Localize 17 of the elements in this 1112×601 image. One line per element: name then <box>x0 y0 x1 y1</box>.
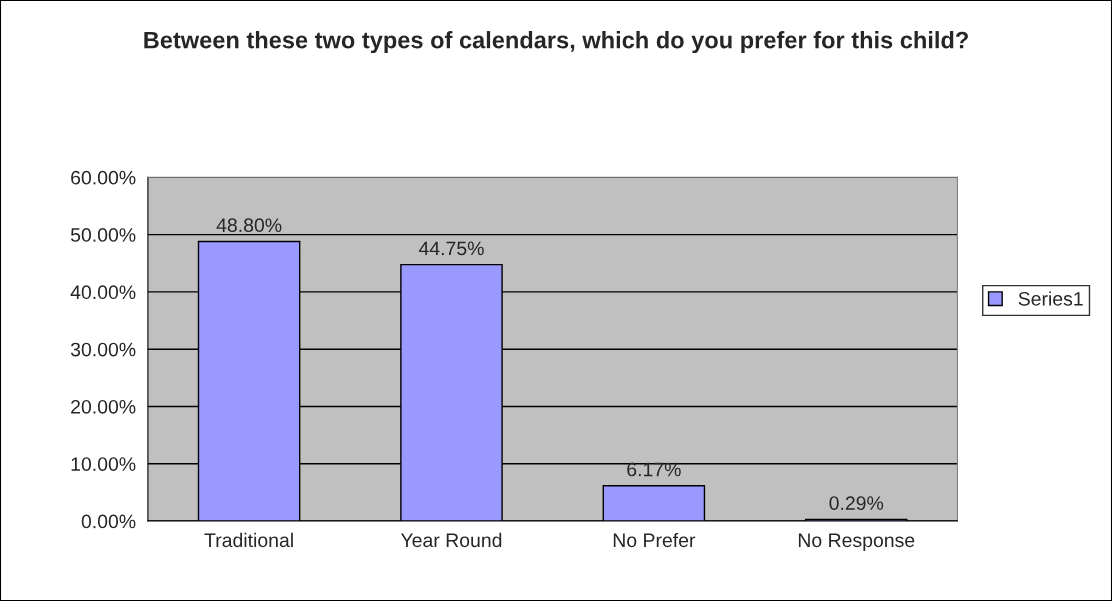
data-label: 6.17% <box>627 462 681 477</box>
data-label: 44.75% <box>418 241 484 256</box>
data-label: 0.29% <box>829 496 884 511</box>
x-tick-label: Year Round <box>400 532 502 548</box>
x-tick-label: No Response <box>798 533 915 551</box>
legend-label: Series1 <box>1018 291 1083 306</box>
x-tick-label: Traditional <box>204 532 293 548</box>
y-tick-label: 60.00% <box>71 170 136 185</box>
y-tick-label: 10.00% <box>71 457 136 472</box>
x-tick-label: No Prefer <box>613 532 696 548</box>
y-tick-label: 30.00% <box>70 342 136 357</box>
y-tick-label: 40.00% <box>70 285 136 300</box>
chart-title: Between these two types of calendars, which do you prefer for this child? <box>144 31 968 54</box>
y-tick-label: 50.00% <box>70 228 136 242</box>
data-label: 48.80% <box>216 218 282 233</box>
y-tick-label: 0.00% <box>81 514 136 529</box>
y-tick-label: 20.00% <box>71 399 136 414</box>
